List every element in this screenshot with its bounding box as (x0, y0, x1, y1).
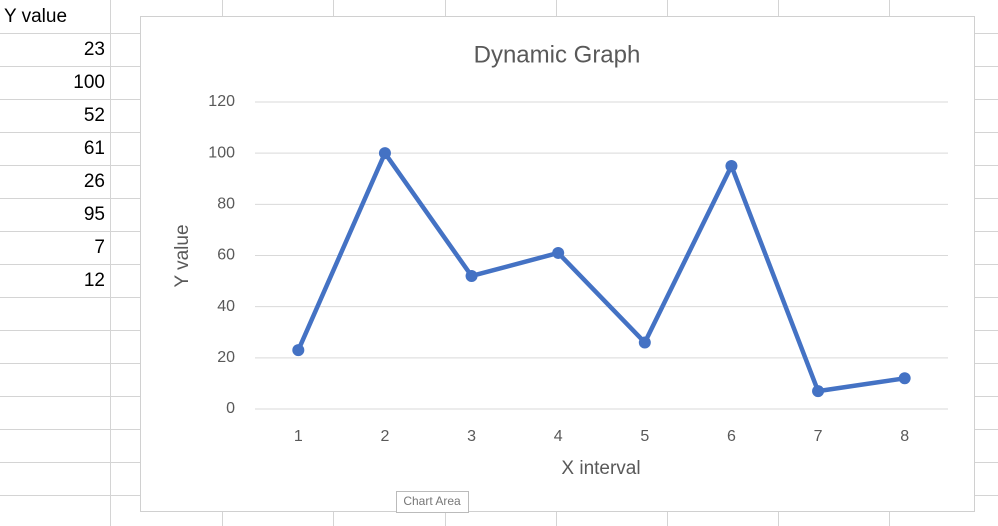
x-tick-label: 6 (727, 428, 736, 445)
marker (812, 385, 825, 398)
marker (725, 159, 738, 172)
marker (552, 246, 565, 259)
chart-title: Dynamic Graph (474, 41, 641, 68)
y-tick-label: 20 (217, 349, 235, 366)
value-cell: 100 (73, 72, 105, 93)
marker (292, 344, 305, 357)
x-tick-label: 1 (294, 428, 303, 445)
tooltip-box (396, 491, 469, 513)
marker (898, 372, 911, 385)
x-tick-label: 2 (380, 428, 389, 445)
column-header-cell[interactable]: Y value (4, 6, 67, 27)
tooltip: Chart Area (403, 494, 461, 508)
x-tick-label: 5 (640, 428, 649, 445)
value-cell: 61 (84, 138, 105, 159)
value-cell: 12 (84, 270, 105, 291)
y-tick-label: 100 (208, 144, 235, 161)
marker (638, 336, 651, 349)
marker (378, 147, 391, 160)
marker (465, 269, 478, 282)
y-tick-label: 60 (217, 247, 235, 264)
x-axis-label: X interval (561, 458, 640, 479)
y-tick-label: 120 (208, 93, 235, 110)
value-cell: 95 (84, 204, 105, 225)
y-tick-label: 40 (217, 298, 235, 315)
x-tick-label: 7 (814, 428, 823, 445)
y-tick-label: 80 (217, 196, 235, 213)
line (296, 150, 906, 394)
x-tick-label: 3 (467, 428, 476, 445)
value-cell: 7 (94, 237, 105, 258)
value-cell: 23 (84, 39, 105, 60)
x-tick-label: 4 (554, 428, 563, 445)
y-tick-label: 0 (226, 400, 235, 417)
y-axis-label: Y value (172, 224, 193, 287)
value-cell: 52 (84, 105, 105, 126)
value-cell: 26 (84, 171, 105, 192)
chart-area[interactable] (140, 16, 975, 512)
x-tick-label: 8 (900, 428, 909, 445)
